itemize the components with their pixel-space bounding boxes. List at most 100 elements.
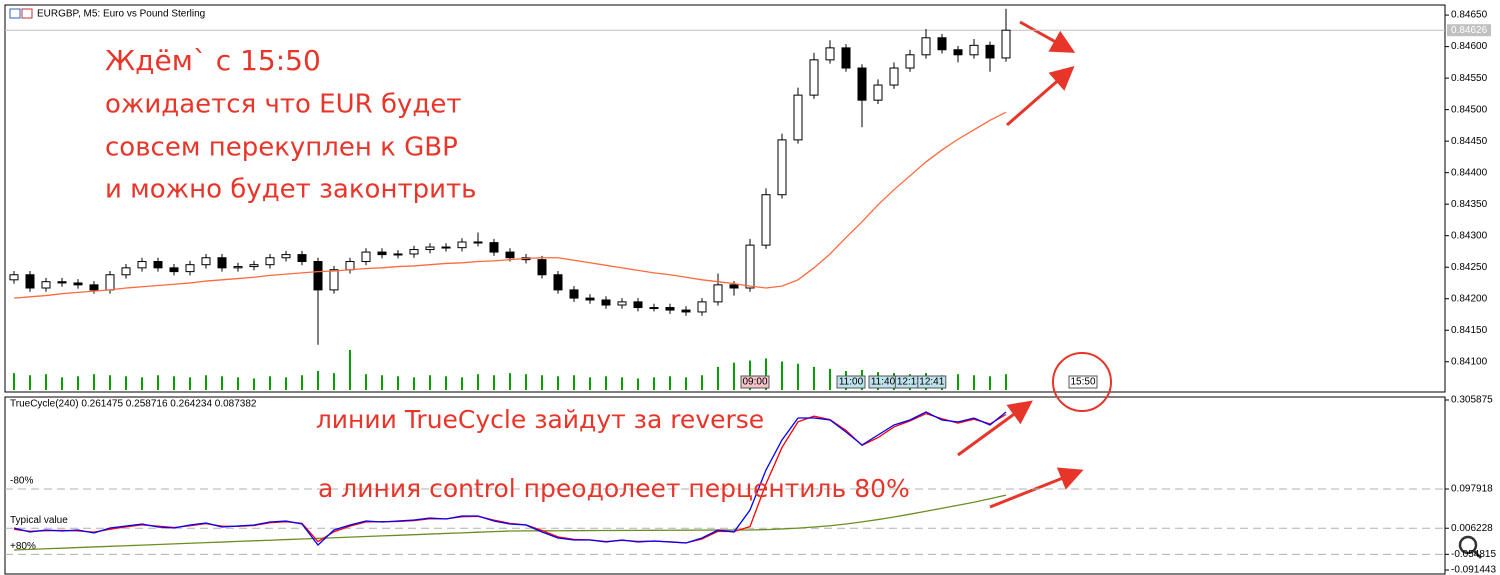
indicator-line	[13, 411, 1007, 546]
time-marker: 12:41	[919, 377, 944, 388]
volume-bar	[141, 377, 143, 390]
annotation: и можно будет законтрить	[105, 175, 476, 205]
candle-body	[873, 84, 883, 101]
candle-body	[297, 254, 307, 263]
candle-body	[585, 297, 595, 301]
candle-body	[569, 289, 579, 299]
candle-body	[857, 67, 867, 101]
volume-bar	[573, 375, 575, 390]
candle-body	[409, 249, 419, 255]
y-tick-label: 0.84300	[1451, 230, 1488, 241]
volume-bar	[765, 358, 767, 390]
volume-bar	[237, 377, 239, 390]
candle-body	[121, 267, 131, 276]
candle-body	[41, 281, 51, 289]
candle-body	[953, 49, 963, 56]
volume-bar	[525, 374, 527, 390]
y-tick-label: 0.84350	[1451, 199, 1488, 210]
candle-body	[793, 94, 803, 141]
candle-body	[841, 47, 851, 69]
volume-bar	[669, 376, 671, 390]
time-marker-box	[836, 375, 866, 389]
candle-body	[57, 281, 67, 284]
level-label: +80%	[10, 541, 36, 552]
volume-bar	[989, 376, 991, 390]
volume-bar	[285, 377, 287, 390]
volume-bar	[477, 374, 479, 390]
candle-body	[649, 307, 659, 310]
candle-body	[633, 301, 643, 309]
volume-bar	[253, 378, 255, 390]
arrow	[1019, 20, 1076, 53]
candle-body	[681, 309, 691, 313]
candle-body	[937, 37, 947, 51]
volume-bar	[429, 375, 431, 390]
volume-bar	[61, 377, 63, 390]
candle-body	[697, 301, 707, 313]
volume-bar	[557, 376, 559, 390]
candle-body	[553, 274, 563, 291]
candle-body	[985, 44, 995, 59]
annotation: а линия control преодолеет перцентиль 80…	[318, 474, 910, 503]
current-price-label: 0.84626	[1451, 25, 1488, 36]
arrow	[957, 400, 1033, 457]
y-tick-label: 0.84400	[1451, 167, 1488, 178]
candle-body	[201, 257, 211, 266]
candle-body	[777, 139, 787, 196]
candle-body	[969, 44, 979, 56]
y-tick-label: 0.305875	[1451, 395, 1493, 406]
y-tick-label: 0.097918	[1451, 484, 1493, 495]
candle-body	[1001, 29, 1011, 59]
volume-bar	[445, 376, 447, 390]
candle-body	[249, 264, 259, 268]
volume-bar	[493, 375, 495, 390]
candle-body	[441, 246, 451, 249]
zoom-icon[interactable]	[1458, 535, 1482, 559]
arrow	[989, 467, 1084, 509]
candle-body	[105, 274, 115, 291]
volume-bar	[653, 377, 655, 390]
y-tick-label: 0.84650	[1451, 10, 1488, 21]
volume-bar	[1005, 374, 1007, 390]
candle-body	[345, 261, 355, 271]
symbol-title: EURGBP, M5: Euro vs Pound Sterling	[37, 9, 205, 20]
volume-bar	[813, 366, 815, 390]
volume-bar	[621, 377, 623, 390]
zoom-lens[interactable]	[1458, 535, 1478, 555]
volume-bar	[45, 374, 47, 390]
annotation: совсем перекуплен к GBP	[105, 133, 458, 163]
y-tick-label: 0.84450	[1451, 136, 1488, 147]
candle-body	[665, 307, 675, 311]
candle-body	[537, 259, 547, 276]
candle-body	[473, 241, 483, 244]
volume-bar	[797, 363, 799, 390]
volume-bar	[685, 377, 687, 390]
candle-body	[9, 274, 19, 281]
zoom-handle[interactable]	[1473, 550, 1482, 559]
volume-bar	[957, 374, 959, 390]
y-tick-label: 0.84250	[1451, 262, 1488, 273]
y-tick-label: -0.054815	[1451, 549, 1496, 560]
volume-bar	[749, 360, 751, 390]
volume-bar	[301, 375, 303, 390]
highlight-circle	[1052, 352, 1112, 412]
indicator-panel	[4, 396, 1446, 575]
volume-bar	[173, 376, 175, 390]
volume-bar	[205, 375, 207, 390]
volume-bar	[317, 371, 319, 390]
volume-bar	[541, 375, 543, 390]
candle-body	[265, 257, 275, 266]
candle-body	[169, 267, 179, 273]
candle-body	[489, 242, 499, 253]
candle-body	[601, 299, 611, 306]
main-panel	[4, 4, 1446, 393]
volume-bar	[77, 376, 79, 390]
candle-body	[393, 253, 403, 256]
icon	[9, 8, 21, 19]
time-marker: 15:50	[1070, 377, 1095, 388]
time-marker-box	[1068, 375, 1098, 389]
volume-bar	[221, 376, 223, 390]
y-tick-label: -0.091443	[1451, 565, 1496, 575]
candle-body	[425, 246, 435, 251]
